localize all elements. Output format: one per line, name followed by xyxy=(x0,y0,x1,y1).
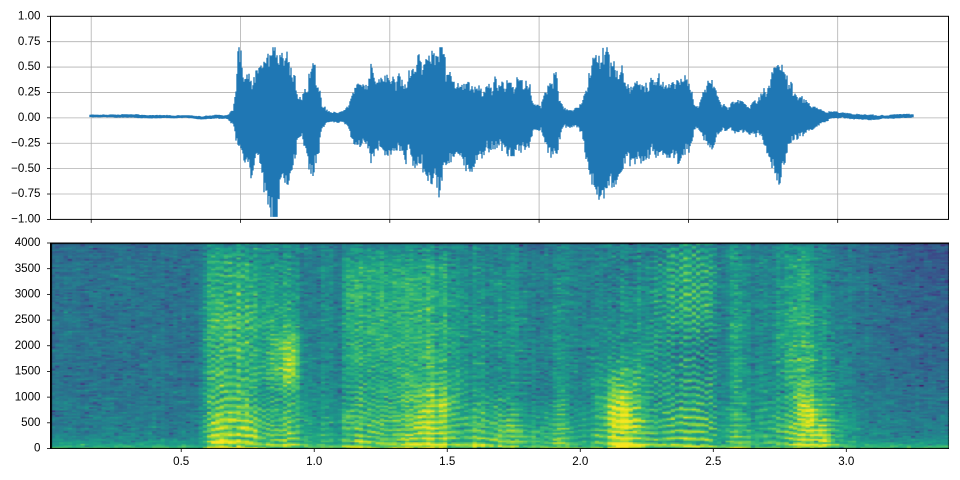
svg-text:2000: 2000 xyxy=(15,339,41,352)
svg-text:1.5: 1.5 xyxy=(439,455,455,468)
svg-text:1.00: 1.00 xyxy=(18,9,41,22)
svg-text:1500: 1500 xyxy=(15,365,41,378)
svg-text:0.00: 0.00 xyxy=(18,111,41,124)
svg-text:2.0: 2.0 xyxy=(572,455,588,468)
svg-text:3.0: 3.0 xyxy=(838,455,854,468)
svg-text:0.25: 0.25 xyxy=(18,86,41,99)
svg-text:0: 0 xyxy=(34,442,40,455)
svg-text:0.5: 0.5 xyxy=(173,455,189,468)
svg-text:0.50: 0.50 xyxy=(18,60,41,73)
svg-text:1.0: 1.0 xyxy=(306,455,322,468)
svg-text:2500: 2500 xyxy=(15,313,41,326)
svg-text:−0.25: −0.25 xyxy=(11,136,40,149)
svg-text:500: 500 xyxy=(21,416,40,429)
svg-text:−0.75: −0.75 xyxy=(11,187,40,200)
svg-text:1000: 1000 xyxy=(15,390,41,403)
svg-text:0.75: 0.75 xyxy=(18,35,41,48)
svg-text:2.5: 2.5 xyxy=(705,455,721,468)
svg-text:−1.00: −1.00 xyxy=(11,213,40,226)
svg-text:3000: 3000 xyxy=(15,288,41,301)
svg-text:4000: 4000 xyxy=(15,236,41,249)
svg-text:−0.50: −0.50 xyxy=(11,162,40,175)
svg-text:3500: 3500 xyxy=(15,262,41,275)
